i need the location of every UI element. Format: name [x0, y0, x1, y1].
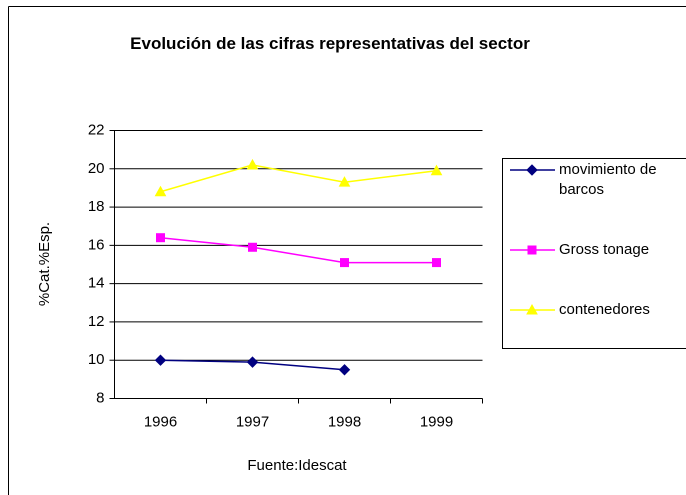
data-point	[154, 185, 167, 197]
data-point	[338, 364, 351, 376]
chart-title: Evolución de las cifras representativas …	[130, 34, 530, 53]
y-tick-label: 8	[96, 389, 104, 406]
y-tick-label: 20	[88, 160, 105, 177]
legend-box	[502, 158, 686, 349]
y-tick-label: 22	[88, 121, 105, 138]
data-point	[248, 242, 257, 252]
x-tick-label: 1996	[144, 413, 177, 430]
series-line	[160, 164, 437, 193]
data-point	[432, 258, 441, 268]
data-point	[246, 158, 259, 170]
y-tick-label: 16	[88, 236, 105, 253]
y-axis-label: %Cat.%Esp.	[36, 222, 53, 306]
legend-marker	[526, 303, 538, 315]
y-tick-label: 10	[88, 351, 105, 368]
y-tick-label: 18	[88, 198, 105, 215]
x-tick-label: 1999	[420, 413, 453, 430]
x-tick-label: 1997	[236, 413, 269, 430]
data-point	[340, 258, 349, 268]
legend-marker	[527, 245, 537, 255]
x-axis-label: Fuente:Idescat	[247, 457, 347, 474]
legend-label: Gross tonage	[559, 241, 650, 258]
data-point	[154, 354, 167, 366]
legend-marker	[526, 164, 538, 176]
series-line	[160, 236, 437, 264]
data-point	[156, 233, 165, 243]
data-point	[246, 356, 259, 368]
y-tick-label: 14	[88, 275, 105, 292]
data-point	[338, 176, 351, 187]
data-point	[430, 164, 443, 176]
legend-label: movimiento de barcos	[559, 161, 657, 198]
legend-label: contenedores	[559, 301, 650, 318]
y-tick-label: 12	[88, 313, 105, 330]
x-tick-label: 1998	[328, 413, 361, 430]
